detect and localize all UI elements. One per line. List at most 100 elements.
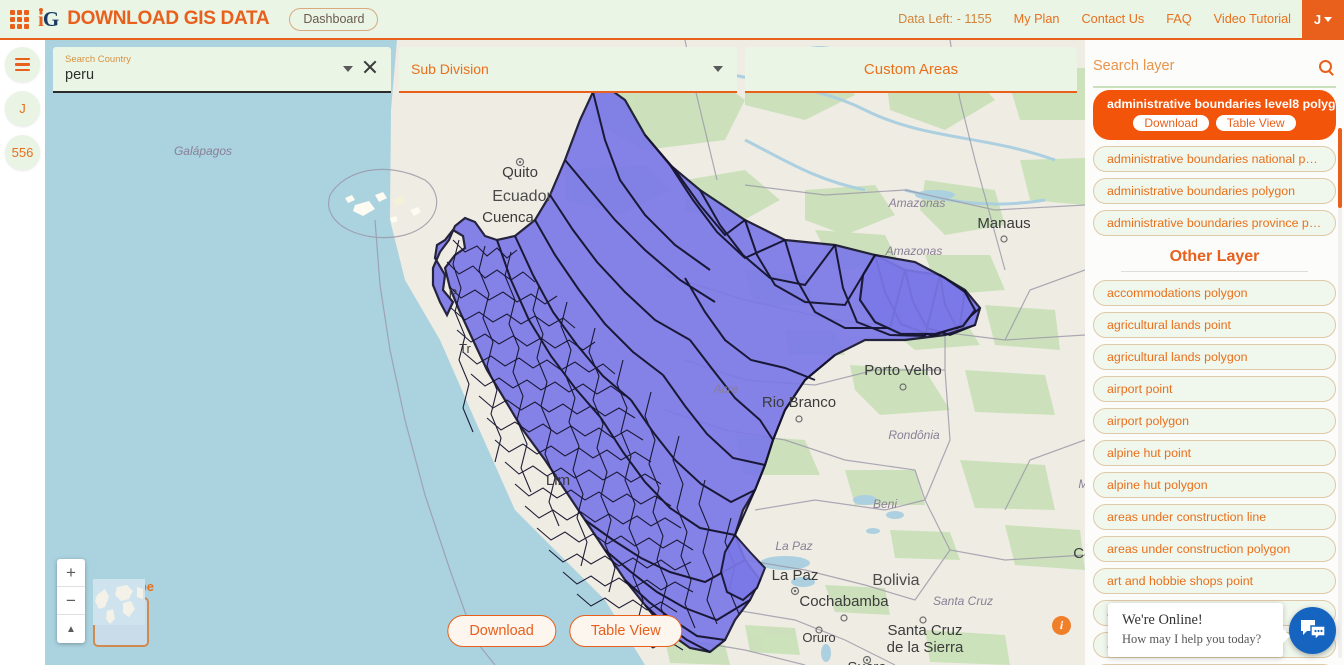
- map-label: Mato G: [1078, 477, 1085, 491]
- layer-chip[interactable]: agricultural lands point: [1093, 312, 1336, 338]
- custom-areas-label: Custom Areas: [863, 60, 959, 78]
- account-menu-button[interactable]: J: [1302, 0, 1344, 39]
- map-label: Porto Velho: [864, 362, 942, 379]
- layer-chip-label: administrative boundaries province poly.…: [1107, 216, 1335, 230]
- layer-chip-label: airport polygon: [1107, 414, 1189, 428]
- layer-chip[interactable]: airport polygon: [1093, 408, 1336, 434]
- layer-chip[interactable]: agricultural lands polygon: [1093, 344, 1336, 370]
- map-label: Amazonas: [888, 196, 946, 210]
- map-label: La Paz: [772, 567, 819, 584]
- brand-title: DOWNLOAD GIS DATA: [67, 8, 270, 29]
- compass-button[interactable]: ▲: [66, 623, 76, 635]
- download-button[interactable]: Download: [447, 615, 556, 647]
- layer-chip[interactable]: accommodations polygon: [1093, 280, 1336, 306]
- layer-chip[interactable]: art and hobbie shops point: [1093, 568, 1336, 594]
- map-label: Cochabamba: [799, 593, 889, 610]
- layer-list[interactable]: administrative boundaries level8 polygon…: [1085, 90, 1344, 665]
- layer-chip-label: art and hobbie shops point: [1107, 574, 1254, 588]
- chat-open-button[interactable]: [1289, 606, 1336, 654]
- layer-search-input[interactable]: Search layer: [1093, 58, 1175, 74]
- map-type-thumbnail[interactable]: [93, 579, 149, 647]
- map-label: Tr: [459, 341, 471, 356]
- map-label: Acre: [713, 382, 739, 396]
- map-label: La Paz: [775, 539, 812, 553]
- layer-chip-label: administrative boundaries polygon: [1107, 184, 1296, 198]
- layer-chip[interactable]: alpine hut point: [1093, 440, 1336, 466]
- layer-search-field[interactable]: Search layer: [1093, 46, 1336, 88]
- layer-chip[interactable]: alpine hut polygon: [1093, 472, 1336, 498]
- data-left-indicator: Data Left: - 1155: [898, 12, 992, 26]
- layer-chip[interactable]: areas under construction line: [1093, 504, 1336, 530]
- layer-chip[interactable]: areas under construction polygon: [1093, 536, 1336, 562]
- layer-table-view-button[interactable]: Table View: [1215, 115, 1296, 131]
- chat-title: We're Online!: [1122, 612, 1203, 628]
- map-graphics: Galápagos Quito Ecuador Cuenca Amazonas Amazo…: [45, 40, 1085, 665]
- map-label: Amazonas: [885, 244, 943, 258]
- chevron-down-icon[interactable]: [713, 66, 723, 72]
- layer-chip[interactable]: airport point: [1093, 376, 1336, 402]
- table-view-button[interactable]: Table View: [568, 615, 683, 647]
- map-info-button[interactable]: i: [1052, 616, 1071, 635]
- country-field-label: Search Country: [65, 54, 132, 65]
- map-label: Sucre: [847, 659, 886, 665]
- layer-panel-scrollbar-thumb[interactable]: [1338, 128, 1342, 208]
- zoom-in-button[interactable]: +: [57, 559, 85, 587]
- map-type-control[interactable]: Map Type: [93, 579, 154, 647]
- layer-download-button[interactable]: Download: [1133, 115, 1209, 131]
- layer-chip-label: accommodations polygon: [1107, 286, 1248, 300]
- layer-chip-label: areas under construction line: [1107, 510, 1267, 524]
- layer-chip-label: alpine hut point: [1107, 446, 1192, 460]
- map-label: Santa Cruz: [933, 594, 993, 608]
- map-label: Quito: [502, 164, 538, 181]
- chat-subtitle: How may I help you today?: [1122, 632, 1262, 646]
- admin-layer-group: administrative boundaries national poly.…: [1093, 146, 1336, 236]
- close-icon[interactable]: [361, 58, 379, 76]
- nav-video-tutorial[interactable]: Video Tutorial: [1213, 12, 1291, 26]
- map-canvas[interactable]: Galápagos Quito Ecuador Cuenca Amazonas Amazo…: [45, 40, 1085, 665]
- nav-contact-us[interactable]: Contact Us: [1081, 12, 1145, 26]
- chat-widget: We're Online! How may I help you today?: [1108, 603, 1336, 657]
- map-label: Galápagos: [174, 144, 232, 158]
- nav-my-plan[interactable]: My Plan: [1013, 12, 1060, 26]
- map-label: Cuiabá: [1073, 545, 1085, 562]
- top-nav-links: Data Left: - 1155 My Plan Contact Us FAQ…: [887, 0, 1344, 39]
- active-layer-actions: Download Table View: [1107, 115, 1322, 131]
- chevron-down-icon[interactable]: [343, 66, 353, 72]
- zoom-out-button[interactable]: −: [57, 587, 85, 615]
- layer-chip[interactable]: administrative boundaries national poly.…: [1093, 146, 1336, 172]
- layer-panel: Search layer administrative boundaries l…: [1085, 40, 1344, 665]
- search-filter-row: Search Country peru Sub Division Custom …: [53, 47, 1077, 93]
- country-search-field[interactable]: Search Country peru: [53, 47, 391, 93]
- top-navigation-bar: iG DOWNLOAD GIS DATA Dashboard Data Left…: [0, 0, 1344, 40]
- map-label: Rio Branco: [762, 394, 836, 411]
- avatar[interactable]: J: [5, 91, 40, 126]
- map-label: Ecuador: [492, 188, 552, 205]
- map-label: Lim: [546, 472, 570, 489]
- map-label: Oruro: [802, 630, 835, 645]
- layer-chip[interactable]: administrative boundaries polygon: [1093, 178, 1336, 204]
- layer-chip-active[interactable]: administrative boundaries level8 polygon…: [1093, 90, 1336, 140]
- apps-grid-icon[interactable]: [10, 9, 29, 29]
- layer-chip[interactable]: administrative boundaries province poly.…: [1093, 210, 1336, 236]
- map-label: de la Sierra: [887, 639, 964, 656]
- logo-mark-icon: iG: [38, 6, 59, 31]
- search-icon[interactable]: [1319, 59, 1332, 73]
- sub-division-placeholder: Sub Division: [411, 61, 489, 77]
- custom-areas-button[interactable]: Custom Areas: [745, 47, 1077, 93]
- map-label: Beni: [873, 497, 897, 511]
- map-label: Manaus: [977, 215, 1030, 232]
- chat-bubble-icon: [1300, 620, 1326, 641]
- dashboard-button[interactable]: Dashboard: [289, 7, 379, 31]
- nav-faq[interactable]: FAQ: [1166, 12, 1192, 26]
- layer-chip-label: agricultural lands polygon: [1107, 350, 1248, 364]
- sub-division-field[interactable]: Sub Division: [399, 47, 737, 93]
- country-search-input[interactable]: peru: [65, 67, 95, 83]
- hamburger-menu-button[interactable]: [5, 47, 40, 82]
- hamburger-menu-icon: [15, 57, 30, 72]
- active-layer-name: administrative boundaries level8 polygon: [1107, 97, 1336, 111]
- layer-chip-label: airport point: [1107, 382, 1173, 396]
- credits-badge[interactable]: 556: [5, 135, 40, 170]
- map-zoom-controls[interactable]: + − ▲: [57, 559, 85, 643]
- layer-panel-scrollbar-track[interactable]: [1338, 128, 1342, 658]
- account-initial: J: [1313, 11, 1322, 27]
